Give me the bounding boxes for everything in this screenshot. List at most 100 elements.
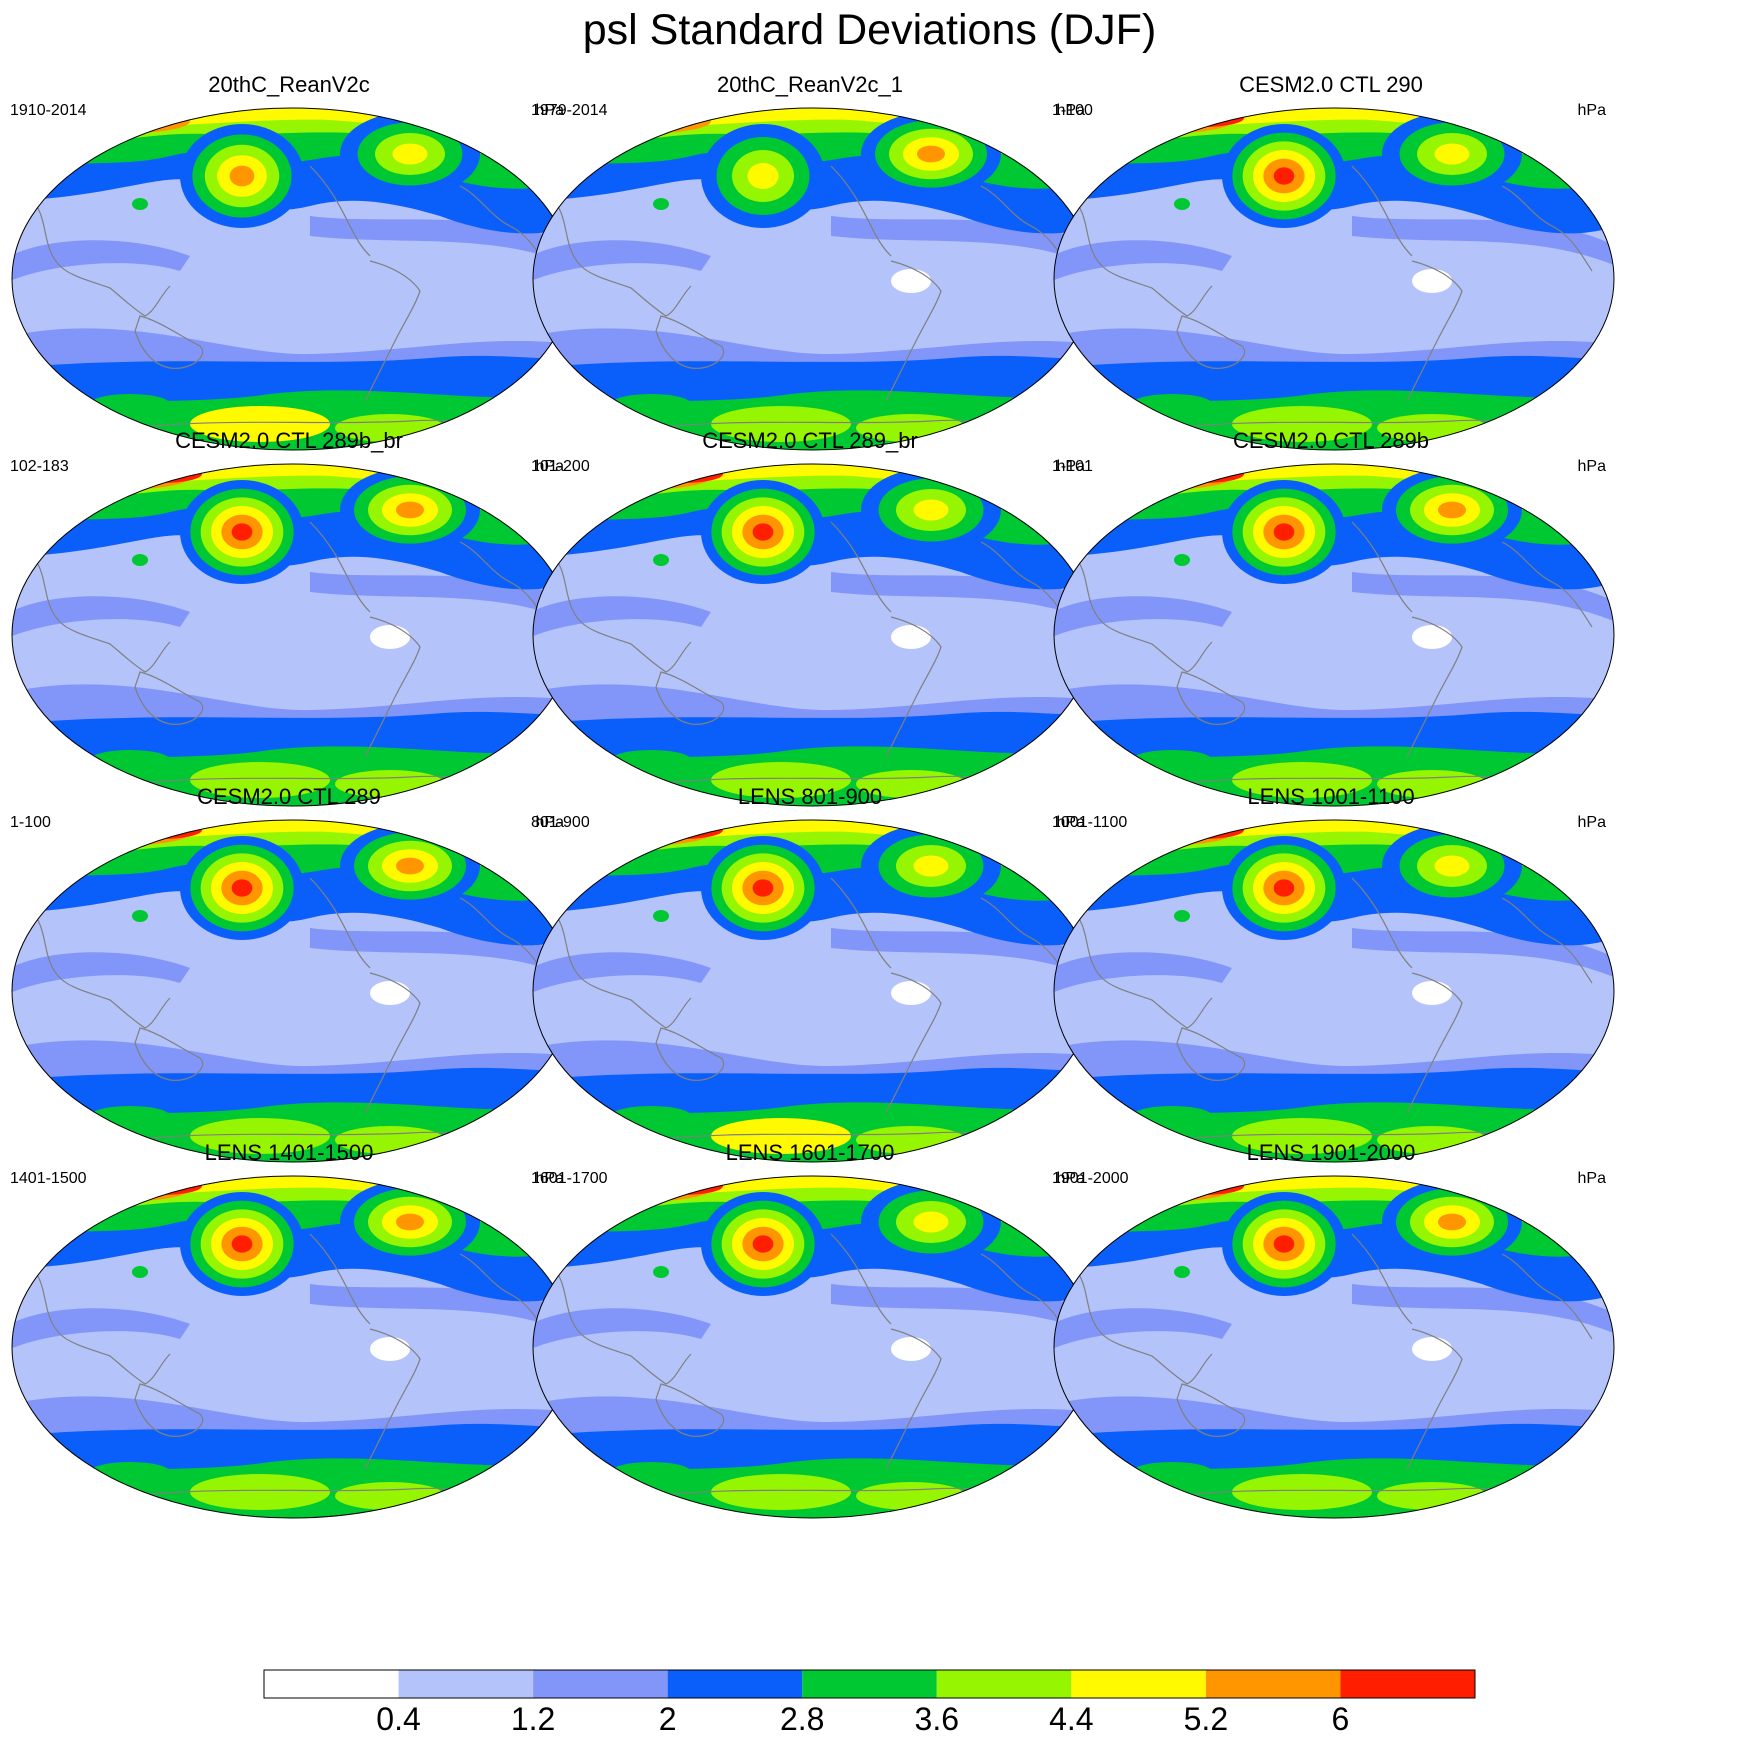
panel-units-label: hPa [535,102,564,119]
south-america-coast [364,972,421,1114]
siberian-maximum [591,1177,711,1201]
south-america-coast [885,616,942,758]
panel-title: CESM2.0 CTL 289_br [702,428,918,453]
panel-period-label: 1-101 [1052,458,1093,475]
map-outline [1053,819,1615,1163]
map-panel: CESM2.0 CTL 289b 1-101 hPa [1042,427,1620,822]
southern-patch [90,1106,170,1126]
colorbar-tick-label: 0.4 [376,1701,421,1737]
south-america-coast [364,260,421,402]
asia-coast [550,1265,692,1385]
south-america-coast [1406,616,1463,758]
robinson-map [532,1175,1094,1519]
icelandic-low-level-6 [1434,143,1470,165]
north-pacific-edge-band [1054,596,1232,637]
australia-coast [1176,1383,1246,1437]
siberian-peak [639,1177,723,1195]
colorbar-tick-label: 2.8 [779,1701,825,1737]
aleutian-low-level-6 [747,163,779,189]
asia-coast [29,909,171,1029]
southern-patch [1132,394,1212,414]
amazon-minimum [1412,1337,1452,1361]
map-panel: LENS 1601-1700 1601-1700 hPa [521,1139,1099,1534]
asia-coast [1071,553,1213,673]
tibet-patch [1174,554,1190,566]
north-america-coast [1351,521,1413,613]
siberian-maximum [70,109,190,133]
colorbar [263,1669,1476,1699]
antarctic-high [711,762,851,798]
panel-units-label: hPa [1056,814,1085,831]
coastlines [1071,877,1593,1144]
north-pacific-edge-band [12,596,190,637]
australia-coast [655,1383,725,1437]
icelandic-low-level-7 [917,145,945,163]
aleutian-low-level-8 [752,1235,774,1253]
icelandic-low-level-6 [392,143,428,165]
panel-units-label: hPa [1577,1170,1606,1187]
icelandic-low-level-6 [913,1211,949,1233]
panel-units-label: hPa [535,458,564,475]
siberian-peak [1160,109,1244,127]
south-america-coast [885,1328,942,1470]
south-america-coast [1406,260,1463,402]
north-pacific-edge-band [533,1308,711,1349]
icelandic-low-level-7 [396,857,424,875]
figure-title: psl Standard Deviations (DJF) [582,6,1157,54]
south-america-coast [364,1328,421,1470]
panel-title: 20thC_ReanV2c_1 [717,72,903,97]
panel-units-label: hPa [535,814,564,831]
europe-africa-coast [1501,541,1593,628]
amazon-minimum [891,981,931,1005]
aleutian-low-level-8 [1273,523,1295,541]
north-pacific-edge-band [1054,240,1232,281]
asia-coast [29,553,171,673]
siberian-peak [1160,1177,1244,1195]
southern-patch [90,750,170,770]
map-outline [1053,1175,1615,1519]
north-pacific-edge-band [533,596,711,637]
north-america-coast [1351,165,1413,257]
aleutian-low-level-7 [229,165,255,187]
siberian-maximum [70,821,190,845]
robinson-map [532,819,1094,1163]
tibet-patch [1174,1266,1190,1278]
robinson-map [11,1175,573,1519]
southern-patch [611,750,691,770]
amazon-minimum [891,625,931,649]
map-outline [1053,107,1615,451]
antarctic-high [1232,406,1372,442]
panel-period-label: 101-200 [531,458,590,475]
map-panel: CESM2.0 CTL 290 1-100 hPa [1042,71,1620,466]
colorbar-tick-label: 3.6 [914,1701,960,1737]
north-america-coast [1351,1233,1413,1325]
siberian-maximum [1112,821,1232,845]
amazon-minimum [891,269,931,293]
tibet-patch [1174,198,1190,210]
north-pacific-edge-band [533,240,711,281]
map-panel: 20thC_ReanV2c 1910-2014 hPa [0,71,578,466]
north-pacific-edge-band [1054,952,1232,993]
map-panel: CESM2.0 CTL 289b_br 102-183 hPa [0,427,578,822]
robinson-map [1053,463,1615,807]
europe-africa-coast [1501,897,1593,984]
antarctic-high [1232,762,1372,798]
north-pacific-edge-band [12,1308,190,1349]
colorbar-tick-label: 2 [658,1701,677,1737]
panel-title: CESM2.0 CTL 290 [1239,72,1423,97]
icelandic-low-level-6 [913,855,949,877]
map-panel: LENS 1001-1100 1001-1100 hPa [1042,783,1620,1178]
icelandic-low-level-7 [1438,501,1466,519]
amazon-minimum [1412,269,1452,293]
north-america-coast [830,521,892,613]
north-pacific-edge-band [12,240,190,281]
panel-period-label: 801-900 [531,814,590,831]
colorbar-tick-label: 1.2 [510,1701,556,1737]
panel-period-label: 1-100 [1052,102,1093,119]
panel-units-label: hPa [1577,102,1606,119]
tibet-patch [132,1266,148,1278]
colorbar-segment [398,1670,534,1698]
southern-patch [1132,1462,1212,1482]
panel-title: 20thC_ReanV2c [208,72,370,97]
robinson-map [1053,107,1615,451]
